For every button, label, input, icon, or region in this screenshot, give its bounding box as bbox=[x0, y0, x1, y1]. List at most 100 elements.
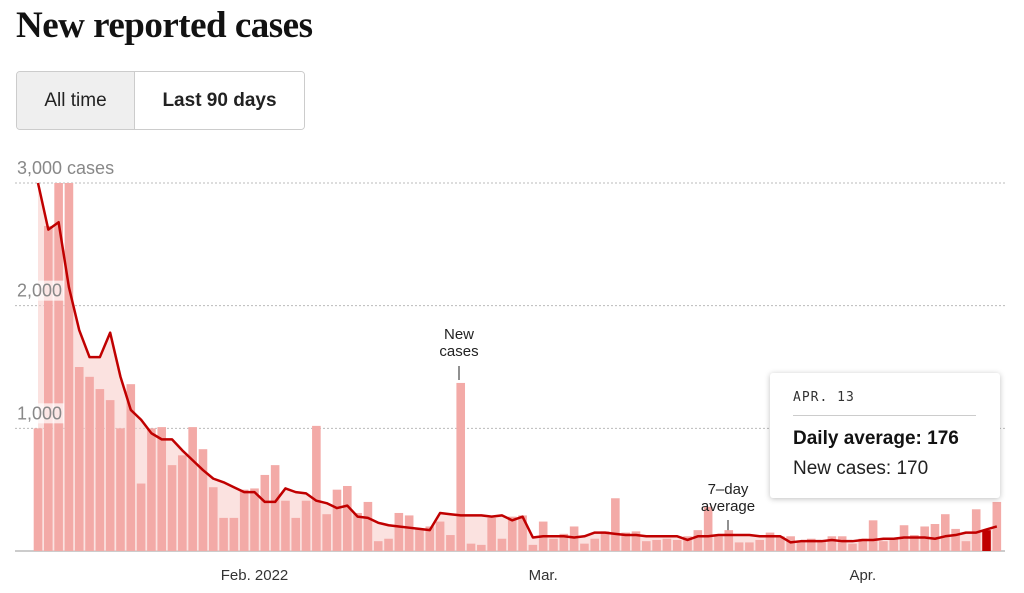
bar bbox=[703, 506, 713, 551]
bar bbox=[105, 400, 115, 551]
bar bbox=[580, 543, 589, 551]
bar bbox=[497, 538, 507, 551]
bar bbox=[466, 543, 476, 551]
bar bbox=[95, 389, 105, 551]
bar bbox=[487, 517, 496, 551]
bar bbox=[332, 489, 342, 551]
y-tick-label: 1,000 bbox=[17, 403, 62, 423]
bar bbox=[219, 517, 228, 551]
bar bbox=[631, 531, 641, 551]
label-bg bbox=[15, 158, 117, 178]
bar bbox=[858, 538, 868, 551]
bar bbox=[167, 465, 177, 551]
bar bbox=[312, 425, 321, 551]
bar bbox=[85, 376, 94, 551]
bar bbox=[208, 487, 218, 551]
tooltip-rule bbox=[793, 415, 976, 416]
bar bbox=[291, 517, 301, 551]
bar bbox=[879, 541, 888, 551]
bar bbox=[683, 536, 692, 551]
bar bbox=[817, 539, 826, 551]
annotation: 7–day average bbox=[700, 481, 756, 515]
bar bbox=[611, 498, 620, 551]
bar bbox=[961, 541, 971, 551]
bar bbox=[384, 538, 393, 551]
bar bbox=[528, 544, 538, 551]
bar bbox=[827, 536, 837, 551]
bar bbox=[44, 225, 53, 551]
label-bg bbox=[15, 403, 65, 424]
bar bbox=[229, 517, 239, 551]
bar bbox=[54, 183, 63, 551]
bar bbox=[889, 538, 899, 551]
bar bbox=[178, 455, 187, 551]
labels: 1,000 2,000 3,000 cases Feb. 2022 Mar. Apr. bbox=[15, 158, 876, 584]
bar bbox=[373, 541, 383, 551]
bar bbox=[136, 483, 146, 551]
bar bbox=[477, 544, 486, 551]
bar bbox=[456, 382, 466, 551]
bar bbox=[260, 474, 270, 551]
label: New cases: bbox=[793, 458, 892, 479]
range-toggle: All time Last 90 days bbox=[16, 71, 305, 130]
bar bbox=[435, 521, 445, 551]
bar bbox=[343, 485, 352, 551]
bar bbox=[404, 515, 414, 551]
bar bbox=[301, 500, 311, 551]
bar bbox=[971, 509, 981, 551]
range-button[interactable]: Last 90 days bbox=[135, 72, 304, 129]
label: Daily average: bbox=[793, 428, 922, 449]
tooltip-cases: New cases: 170 bbox=[793, 458, 928, 480]
bar bbox=[621, 532, 630, 551]
tooltip-date: APR. 13 bbox=[793, 390, 855, 405]
bar bbox=[518, 515, 527, 551]
bar bbox=[765, 532, 775, 551]
bar bbox=[662, 538, 672, 551]
bar bbox=[270, 465, 280, 551]
bar bbox=[126, 384, 136, 551]
bar bbox=[239, 489, 249, 551]
bar bbox=[157, 427, 167, 551]
bar bbox=[322, 514, 331, 551]
bar bbox=[693, 530, 703, 551]
range-button[interactable]: All time bbox=[17, 72, 135, 129]
bar bbox=[837, 536, 847, 551]
bar bbox=[734, 542, 744, 551]
bar bbox=[74, 367, 84, 551]
bar bbox=[425, 526, 435, 551]
bar bbox=[64, 183, 74, 551]
value: 176 bbox=[927, 428, 959, 449]
bar bbox=[806, 538, 816, 551]
tooltip-average: Daily average: 176 bbox=[793, 428, 959, 450]
bar bbox=[672, 539, 682, 551]
bar bbox=[33, 428, 43, 551]
bar bbox=[641, 541, 651, 551]
bar bbox=[755, 539, 764, 551]
bar bbox=[982, 530, 991, 551]
bar bbox=[198, 449, 208, 551]
label-bg bbox=[15, 280, 65, 301]
bar bbox=[116, 428, 125, 551]
bar bbox=[745, 542, 754, 551]
x-tick-label: Feb. 2022 bbox=[221, 567, 289, 584]
y-tick-label: 3,000 cases bbox=[17, 158, 114, 178]
tooltip: APR. 13 Daily average: 176 New cases: 17… bbox=[770, 373, 1000, 498]
bar bbox=[281, 500, 290, 551]
bar bbox=[590, 538, 600, 551]
lines bbox=[36, 182, 998, 544]
bar bbox=[394, 512, 404, 551]
bar bbox=[776, 536, 785, 551]
bar bbox=[353, 512, 362, 551]
bar bbox=[951, 528, 960, 551]
annotation: New cases bbox=[439, 326, 479, 360]
bar bbox=[910, 535, 919, 551]
bar bbox=[714, 536, 723, 551]
x-tick-label: Mar. bbox=[529, 567, 558, 584]
value: 170 bbox=[896, 458, 929, 479]
bar bbox=[549, 538, 558, 551]
bar bbox=[868, 520, 878, 551]
bar bbox=[415, 528, 424, 551]
bar bbox=[652, 539, 661, 551]
y-tick-label: 2,000 bbox=[17, 281, 62, 301]
